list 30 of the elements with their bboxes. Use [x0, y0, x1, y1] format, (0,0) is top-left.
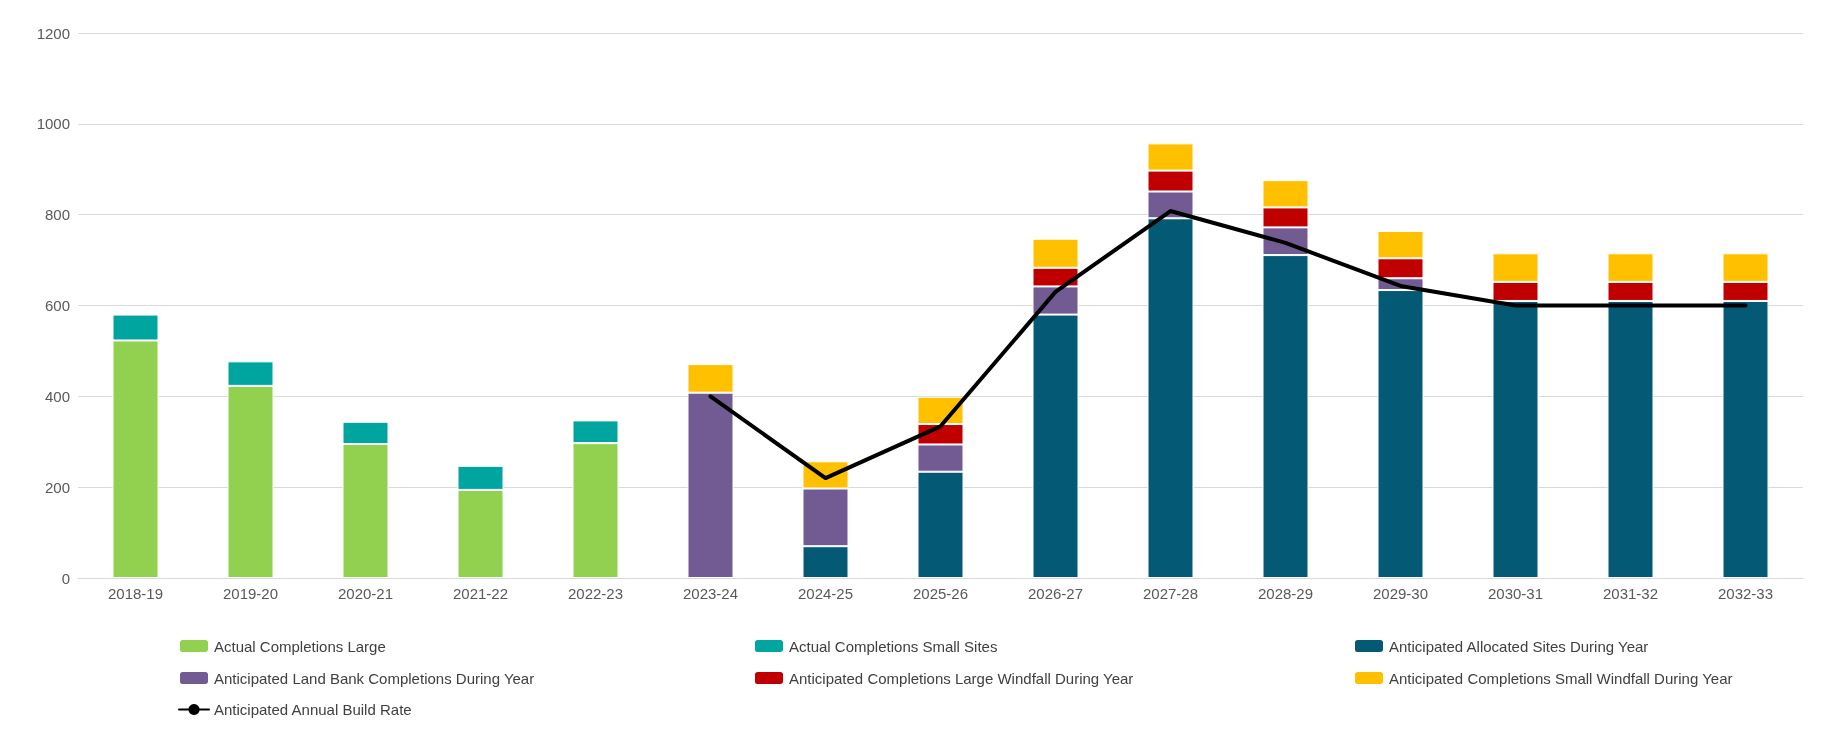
x-tick-label: 2022-23 — [567, 585, 624, 602]
x-tick-label: 2027-28 — [1142, 585, 1199, 602]
y-tick-label: 200 — [44, 478, 70, 496]
x-tick-label: 2019-20 — [222, 585, 279, 602]
x-tick-label: 2024-25 — [797, 585, 854, 602]
x-tick-label: 2028-29 — [1257, 585, 1314, 602]
x-tick-label: 2021-22 — [452, 585, 509, 602]
y-tick-label: 1200 — [36, 24, 70, 42]
line-series — [708, 209, 1748, 481]
x-tick-label: 2031-32 — [1602, 585, 1659, 602]
legend-label: Anticipated Completions Large Windfall During Year — [789, 669, 1134, 687]
legend-label: Anticipated Allocated Sites During Year — [1389, 637, 1649, 655]
y-tick-label: 800 — [44, 206, 70, 224]
legend-label: Anticipated Completions Small Windfall During Year — [1389, 669, 1733, 687]
y-tick-label: 1000 — [36, 115, 70, 133]
x-tick-label: 2018-19 — [107, 585, 164, 602]
y-tick-label: 600 — [44, 297, 70, 314]
x-tick-label: 2032-33 — [1717, 585, 1774, 602]
legend-label: Actual Completions Large — [214, 637, 386, 655]
legend-label: Anticipated Annual Build Rate — [214, 701, 412, 718]
x-tick-label: 2030-31 — [1487, 585, 1544, 602]
legend-label: Actual Completions Small Sites — [789, 637, 998, 655]
y-tick-label: 0 — [61, 569, 70, 587]
x-tick-label: 2025-26 — [912, 585, 969, 602]
legend-label: Anticipated Land Bank Completions During Year — [214, 669, 535, 687]
x-tick-label: 2020-21 — [337, 585, 394, 602]
x-tick-label: 2029-30 — [1372, 585, 1429, 602]
x-tick-label: 2026-27 — [1027, 585, 1084, 602]
x-tick-label: 2023-24 — [682, 585, 739, 602]
y-tick-label: 400 — [44, 387, 70, 405]
